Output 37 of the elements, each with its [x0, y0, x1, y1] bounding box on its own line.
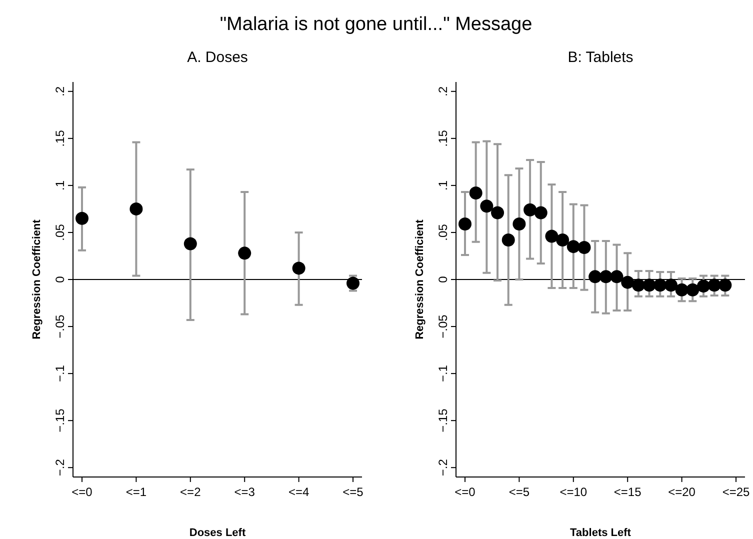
x-axis-title: Tablets Left — [570, 527, 632, 539]
y-tick-label: −.1 — [436, 364, 450, 382]
y-tick-label: .15 — [436, 130, 450, 147]
y-axis-title: Regression Coefficient — [414, 219, 426, 340]
x-tick-label: <=0 — [454, 485, 476, 499]
y-axis-title: Regression Coefficient — [31, 219, 43, 340]
x-tick-label: <=10 — [560, 485, 588, 499]
x-axis-title: Doses Left — [189, 527, 246, 539]
x-tick-label: <=25 — [722, 485, 750, 499]
x-tick-label: <=20 — [668, 485, 696, 499]
x-tick-label: <=4 — [288, 485, 310, 499]
chart-title: B: Tablets — [568, 49, 634, 66]
y-tick-label: −.05 — [436, 314, 450, 338]
x-tick-label: <=1 — [126, 485, 147, 499]
x-tick-label: <=5 — [508, 485, 530, 499]
y-tick-label: .1 — [436, 180, 450, 190]
y-tick-label: −.1 — [53, 364, 67, 382]
x-tick-label: <=3 — [234, 485, 256, 499]
y-tick-label: .15 — [53, 130, 67, 147]
y-tick-label: .05 — [53, 224, 67, 241]
y-tick-label: 0 — [53, 276, 67, 283]
y-tick-label: −.05 — [53, 314, 67, 338]
x-tick-label: <=15 — [614, 485, 642, 499]
y-tick-label: −.15 — [53, 408, 67, 432]
text: "Malaria is not gone until..." Message — [220, 14, 532, 35]
x-tick-label: <=0 — [72, 485, 93, 499]
y-tick-label: .05 — [436, 224, 450, 241]
chart-title: A. Doses — [187, 49, 248, 66]
y-tick-label: 0 — [436, 276, 450, 283]
y-tick-label: −.15 — [436, 408, 450, 432]
y-tick-label: .2 — [53, 86, 67, 96]
y-tick-label: .1 — [53, 180, 67, 190]
x-tick-label: <=5 — [342, 485, 364, 499]
y-tick-label: .2 — [436, 86, 450, 96]
x-tick-label: <=2 — [180, 485, 202, 499]
y-tick-label: −.2 — [436, 458, 450, 476]
y-tick-label: −.2 — [53, 458, 67, 476]
